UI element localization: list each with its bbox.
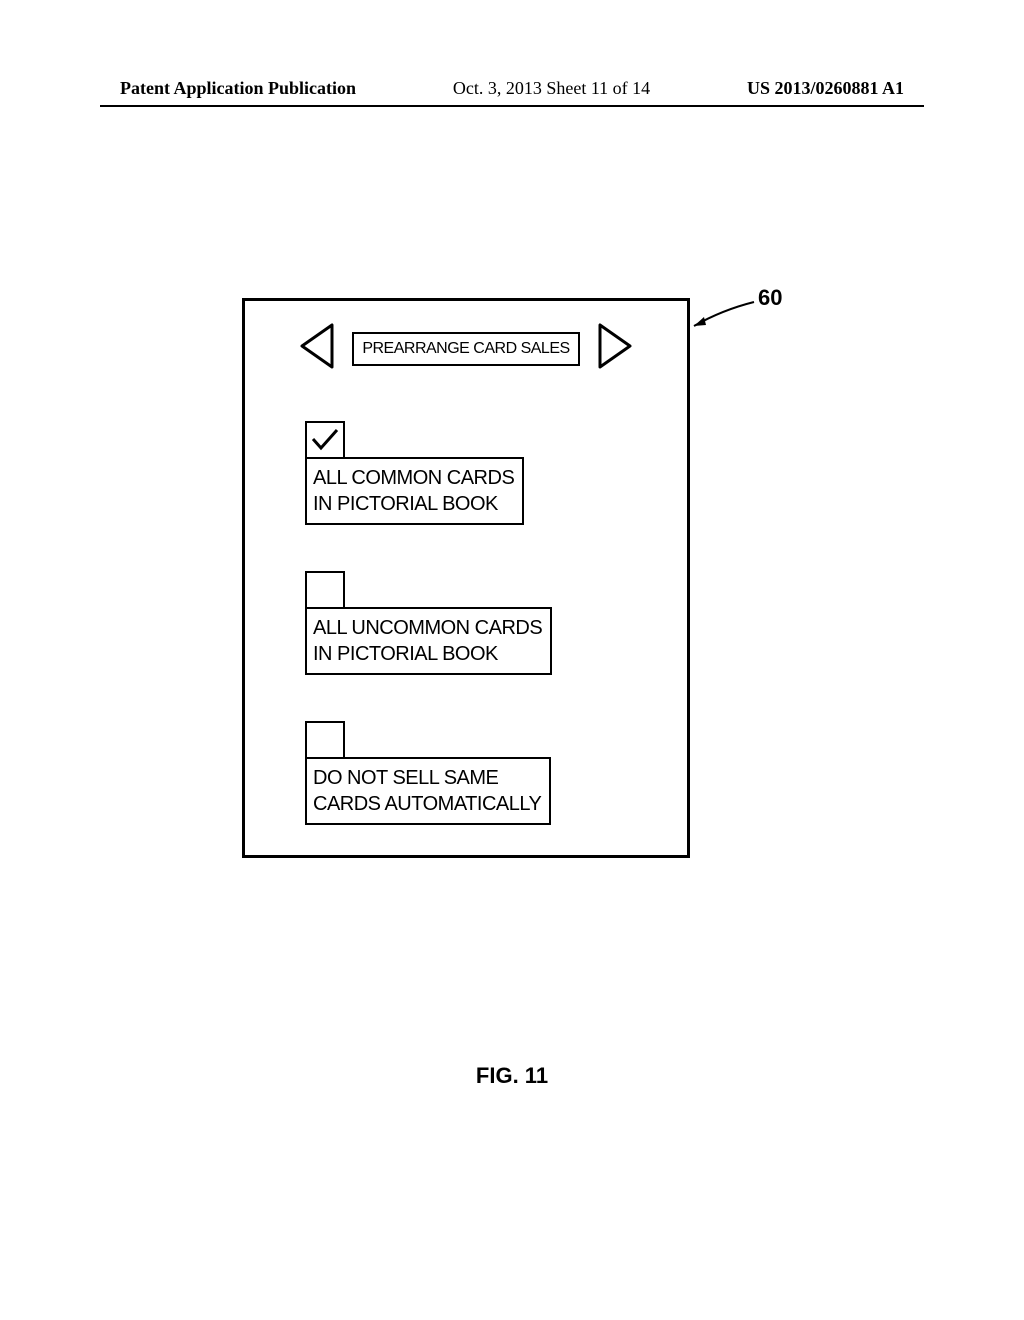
option-label: ALL COMMON CARDS IN PICTORIAL BOOK [305, 457, 524, 525]
screen-container: PREARRANGE CARD SALES ALL COMMON CARDS I… [242, 298, 690, 858]
option-line2: IN PICTORIAL BOOK [313, 643, 498, 665]
header-left: Patent Application Publication [120, 78, 356, 99]
arrow-right-icon[interactable] [598, 323, 634, 374]
reference-leader [692, 300, 762, 333]
option-row: ALL COMMON CARDS IN PICTORIAL BOOK [305, 421, 524, 525]
figure-caption: FIG. 11 [0, 1063, 1024, 1089]
option-line2: IN PICTORIAL BOOK [313, 493, 498, 515]
option-line2: CARDS AUTOMATICALLY [313, 793, 541, 815]
screen-title: PREARRANGE CARD SALES [352, 332, 579, 366]
option-row: ALL UNCOMMON CARDS IN PICTORIAL BOOK [305, 571, 552, 675]
header-right: US 2013/0260881 A1 [747, 78, 904, 99]
reference-number: 60 [758, 285, 782, 311]
option-line1: ALL UNCOMMON CARDS [313, 617, 542, 639]
option-line1: ALL COMMON CARDS [313, 467, 514, 489]
title-row: PREARRANGE CARD SALES [245, 323, 687, 374]
checkbox[interactable] [305, 571, 345, 609]
option-label: ALL UNCOMMON CARDS IN PICTORIAL BOOK [305, 607, 552, 675]
arrow-left-icon[interactable] [298, 323, 334, 374]
checkbox[interactable] [305, 721, 345, 759]
checkmark-icon [310, 427, 340, 453]
option-label: DO NOT SELL SAME CARDS AUTOMATICALLY [305, 757, 551, 825]
header-divider [100, 105, 924, 107]
option-line1: DO NOT SELL SAME [313, 767, 498, 789]
checkbox[interactable] [305, 421, 345, 459]
option-row: DO NOT SELL SAME CARDS AUTOMATICALLY [305, 721, 551, 825]
page-header: Patent Application Publication Oct. 3, 2… [0, 78, 1024, 99]
header-center: Oct. 3, 2013 Sheet 11 of 14 [453, 78, 650, 99]
